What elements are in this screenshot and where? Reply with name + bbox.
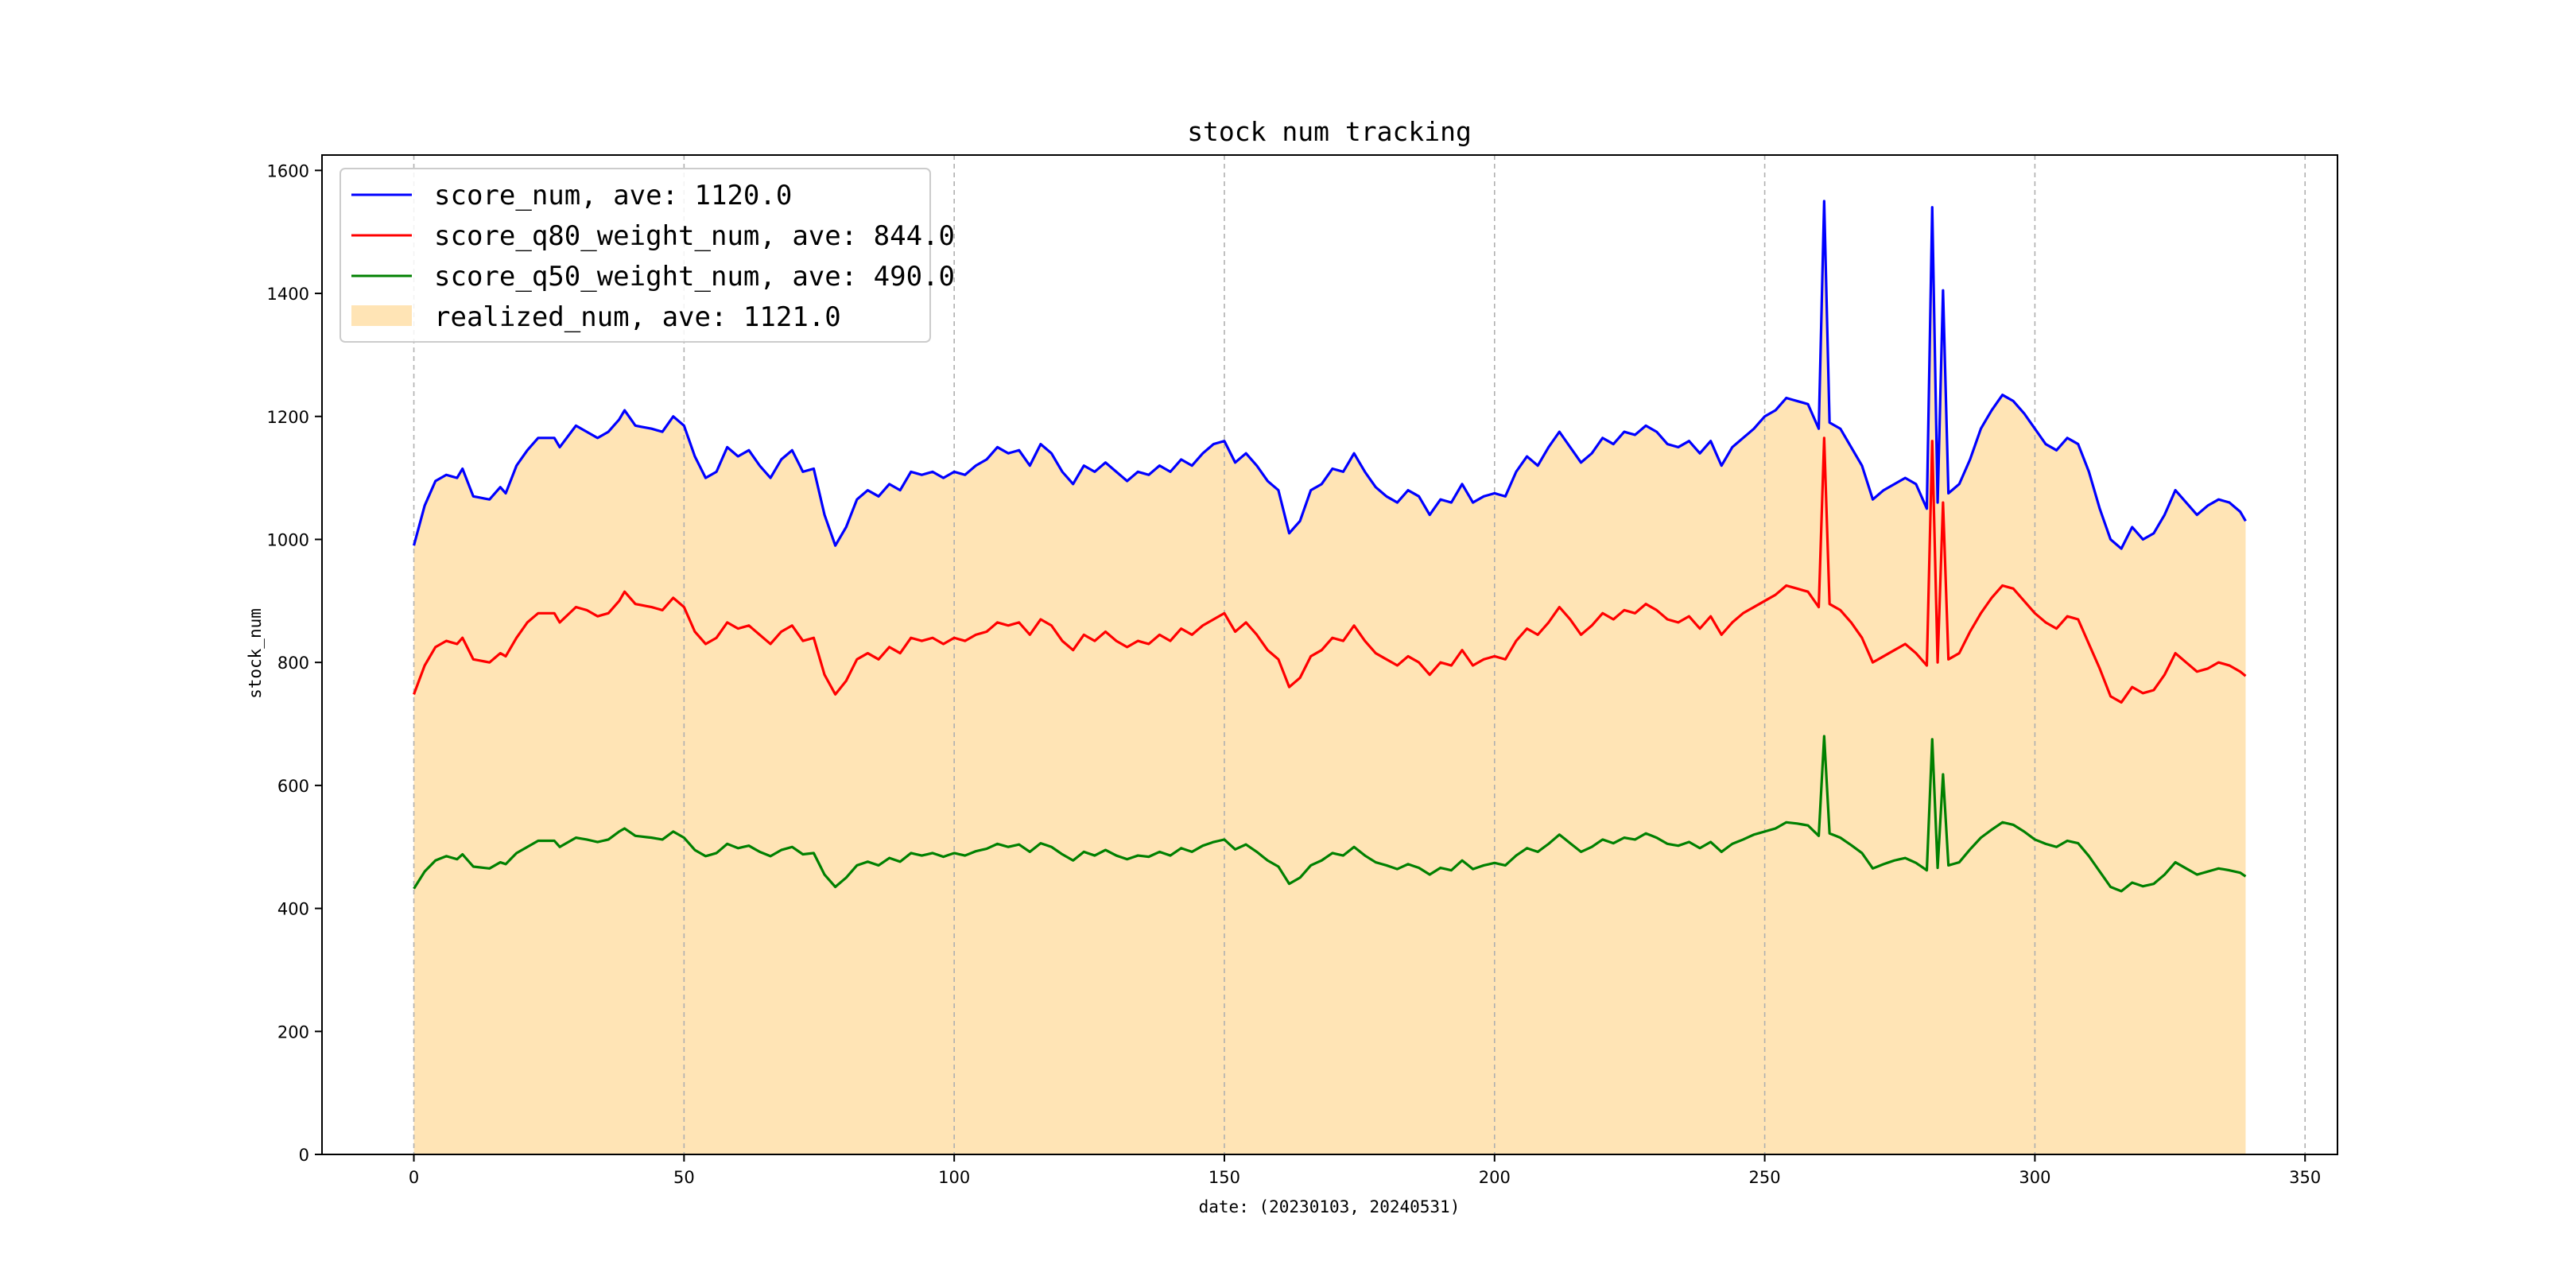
y-tick-label-1000: 1000 (267, 530, 309, 549)
x-tick-label-350: 350 (2289, 1168, 2321, 1187)
realized-area (413, 201, 2246, 1154)
y-tick-label-1200: 1200 (267, 408, 309, 427)
x-axis-title: date: (20230103, 20240531) (1199, 1197, 1461, 1216)
score-num-line (412, 200, 2247, 550)
chart-title: stock num tracking (1187, 116, 1472, 147)
y-tick-label-600: 600 (277, 777, 309, 796)
y-tick-label-400: 400 (277, 900, 309, 919)
score-q50-line (413, 735, 2247, 893)
x-tick-label-150: 150 (1208, 1168, 1240, 1187)
y-axis-title: stock_num (246, 608, 265, 699)
x-tick-label-50: 50 (673, 1168, 695, 1187)
legend-label-score-q80: score_q80_weight_num, ave: 844.0 (434, 220, 955, 252)
axes-frame (321, 154, 2338, 1155)
y-tick-label-0: 0 (299, 1146, 309, 1165)
legend-swatch-realized (351, 305, 412, 326)
plot-area (412, 155, 2306, 1154)
y-tick-label-1600: 1600 (267, 161, 309, 180)
legend-label-score-num: score_num, ave: 1120.0 (434, 180, 792, 211)
x-tick-label-200: 200 (1479, 1168, 1511, 1187)
x-tick-label-100: 100 (938, 1168, 970, 1187)
y-tick-label-800: 800 (277, 654, 309, 673)
score-q80-line (413, 436, 2247, 704)
y-tick-label-1400: 1400 (267, 285, 309, 304)
y-tick-label-200: 200 (277, 1022, 309, 1042)
x-tick-label-0: 0 (409, 1168, 419, 1187)
axes: 0 50 100 150 200 250 300 350 0 200 400 600 800 1000 12… (267, 154, 2338, 1187)
x-tick-label-250: 250 (1749, 1168, 1781, 1187)
legend: score_num, ave: 1120.0 score_q80_weight_… (339, 168, 955, 343)
x-tick-label-300: 300 (2019, 1168, 2050, 1187)
legend-box (339, 168, 931, 343)
legend-label-score-q50: score_q50_weight_num, ave: 490.0 (434, 261, 955, 293)
legend-label-realized: realized_num, ave: 1121.0 (434, 301, 841, 333)
